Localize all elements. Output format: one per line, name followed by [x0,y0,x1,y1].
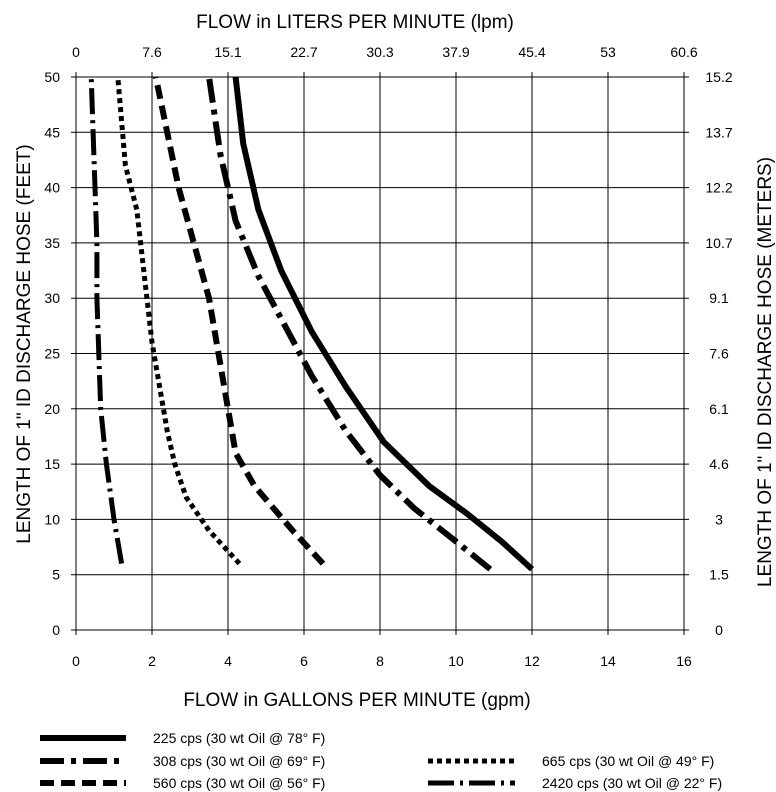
series-line-3 [152,76,326,566]
top-tick-label: 60.6 [670,44,697,60]
y-tick-label: 0 [52,622,60,638]
top-tick-label: 30.3 [366,44,393,60]
y-tick-label: 30 [44,290,60,306]
right-tick-label: 7.6 [709,346,729,362]
y-tick-label: 20 [44,401,60,417]
series-lines [88,76,535,572]
x-tick-label: 16 [676,653,692,669]
y-tick-label: 45 [44,124,60,140]
x-tick-label: 4 [224,653,232,669]
top-tick-label: 37.9 [442,44,469,60]
legend: 225 cps (30 wt Oil @ 78° F) 308 cps (30 w… [40,730,722,791]
legend-label-4: 665 cps (30 wt Oil @ 49° F) [542,753,714,769]
series-line-4 [115,76,242,566]
right-tick-label: 12.2 [705,180,732,196]
right-tick-label: 4.6 [709,456,729,472]
right-tick-label: 9.1 [709,290,729,306]
left-axis-title: LENGTH OF 1" ID DISCHARGE HOSE (FEET) [14,144,35,543]
x-tick-label: 0 [72,653,80,669]
grid [71,72,689,635]
y-tick-label: 40 [44,180,60,196]
x-tick-label: 14 [600,653,616,669]
right-axis-title: LENGTH OF 1" ID DISCHARGE HOSE (METERS) [755,157,776,587]
x-tick-label: 2 [148,653,156,669]
bottom-axis-title: FLOW in GALLONS PER MINUTE (gpm) [183,690,530,711]
top-tick-label: 53 [600,44,616,60]
top-tick-label: 0 [72,44,80,60]
right-tick-label: 0 [715,622,723,638]
x-tick-label: 6 [300,653,308,669]
right-tick-label: 1.5 [709,567,729,583]
right-tick-label: 15.2 [705,69,732,85]
y-tick-label: 25 [44,346,60,362]
y-tick-label: 50 [44,69,60,85]
right-tick-label: 10.7 [705,235,732,251]
right-tick-label: 13.7 [705,124,732,140]
right-tick-label: 3 [715,511,723,527]
x-tick-label: 10 [448,653,464,669]
series-line-2 [206,76,493,572]
y-tick-label: 5 [52,567,60,583]
series-line-1 [232,76,535,572]
y-tick-label: 35 [44,235,60,251]
x-tick-label: 12 [524,653,540,669]
y-tick-label: 15 [44,456,60,472]
right-tick-label: 6.1 [709,401,729,417]
top-tick-label: 45.4 [518,44,545,60]
legend-label-2: 308 cps (30 wt Oil @ 69° F) [153,753,325,769]
x-tick-label: 8 [376,653,384,669]
series-line-5 [88,76,125,565]
legend-label-3: 560 cps (30 wt Oil @ 56° F) [153,775,325,791]
legend-label-5: 2420 cps (30 wt Oil @ 22° F) [542,775,722,791]
tick-labels: 0 2 4 6 8 10 12 14 160 7.6 15.1 22.7 30.3 37.9 45.4 53 6… [44,44,732,669]
top-tick-label: 15.1 [214,44,241,60]
top-axis-title: FLOW in LITERS PER MINUTE (lpm) [196,12,514,33]
top-tick-label: 22.7 [290,44,317,60]
y-tick-label: 10 [44,511,60,527]
legend-label-1: 225 cps (30 wt Oil @ 78° F) [153,730,325,746]
top-tick-label: 7.6 [142,44,162,60]
